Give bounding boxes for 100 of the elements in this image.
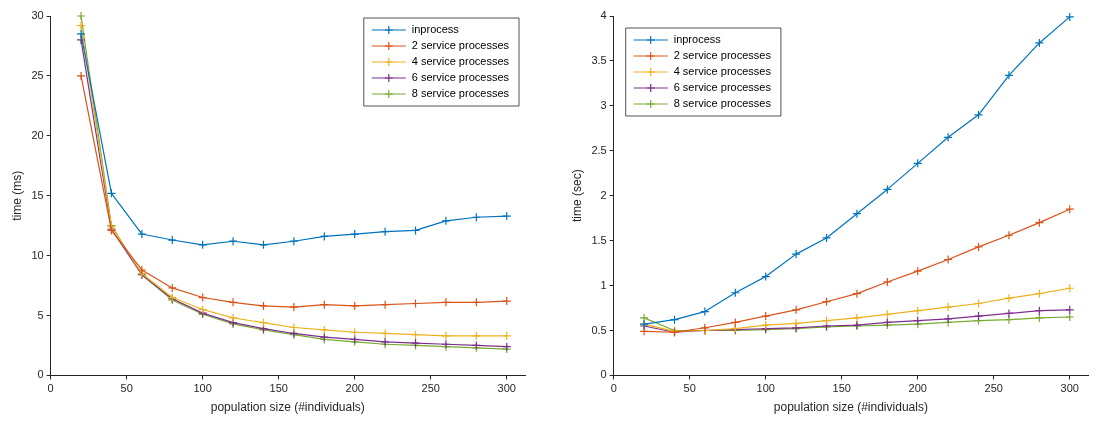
- x-axis-title: population size (#individuals): [773, 400, 928, 415]
- point: [1034, 313, 1044, 323]
- point: [1065, 12, 1075, 22]
- point: [137, 265, 147, 275]
- point: [502, 331, 512, 341]
- y-tick-label: 3: [600, 98, 607, 111]
- y-tick-label: 0: [600, 368, 607, 381]
- point: [852, 289, 862, 299]
- legend-label: 4 service processes: [411, 55, 510, 68]
- point: [258, 301, 269, 311]
- x-tick-label: 200: [345, 382, 364, 395]
- point: [441, 216, 451, 226]
- y-tick-label: 15: [31, 188, 44, 201]
- legend-label: 6 service processes: [411, 71, 510, 84]
- y-axis-title: time (ms): [9, 170, 24, 221]
- legend-label: inprocess: [673, 33, 722, 46]
- point: [137, 229, 147, 239]
- y-tick-label: 10: [31, 248, 44, 261]
- x-tick-label: 250: [984, 382, 1003, 395]
- legend-label: 8 service processes: [411, 87, 510, 100]
- y-tick-label: 0.5: [591, 323, 607, 336]
- x-tick-label: 0: [47, 382, 54, 395]
- point: [1004, 315, 1014, 325]
- point: [167, 283, 177, 293]
- point: [852, 313, 862, 323]
- point: [76, 71, 86, 81]
- point: [289, 302, 299, 312]
- point: [76, 29, 86, 39]
- x-tick-label: 50: [683, 382, 696, 395]
- x-axis-title: population size (#individuals): [210, 400, 365, 415]
- x-tick-label: 150: [269, 382, 288, 395]
- y-tick-label: 2: [600, 188, 607, 201]
- y-axis-title: time (sec): [569, 169, 584, 223]
- point: [441, 297, 451, 307]
- point: [943, 254, 953, 265]
- point: [289, 236, 299, 246]
- point: [639, 326, 649, 336]
- legend-label: 4 service processes: [673, 65, 772, 78]
- legend-label: 2 service processes: [411, 39, 510, 52]
- point: [441, 331, 451, 341]
- point: [380, 328, 390, 339]
- point: [502, 296, 512, 306]
- point: [791, 305, 801, 315]
- point: [973, 242, 984, 252]
- point: [1034, 38, 1044, 48]
- y-tick-label: 1: [600, 278, 607, 291]
- point: [973, 311, 984, 321]
- point: [1004, 308, 1014, 318]
- point: [943, 302, 953, 312]
- point: [76, 35, 86, 45]
- y-tick-label: 30: [31, 9, 44, 22]
- point: [1065, 312, 1075, 322]
- y-tick-label: 3.5: [591, 53, 607, 66]
- legend-label: inprocess: [411, 23, 460, 36]
- point: [1004, 70, 1014, 80]
- x-tick-label: 0: [610, 382, 617, 395]
- x-tick-label: 300: [1060, 382, 1079, 395]
- y-tick-label: 5: [37, 308, 44, 321]
- point: [821, 233, 832, 243]
- x-tick-label: 250: [421, 382, 440, 395]
- point: [882, 277, 892, 287]
- point: [943, 132, 953, 142]
- point: [350, 229, 360, 239]
- point: [350, 301, 360, 311]
- x-tick-label: 200: [908, 382, 927, 395]
- point: [289, 322, 299, 333]
- y-tick-label: 25: [31, 68, 44, 81]
- point: [791, 318, 801, 328]
- point: [228, 236, 238, 246]
- point: [380, 227, 390, 237]
- x-tick-label: 300: [497, 382, 516, 395]
- x-tick-label: 100: [193, 382, 212, 395]
- point: [167, 235, 177, 245]
- point: [700, 307, 710, 317]
- point: [76, 11, 86, 21]
- point: [76, 20, 86, 31]
- y-tick-label: 1.5: [591, 233, 607, 246]
- point: [380, 300, 390, 310]
- x-tick-label: 100: [756, 382, 775, 395]
- point: [791, 249, 801, 259]
- point: [639, 313, 649, 323]
- legend-label: 8 service processes: [673, 97, 772, 110]
- legend-label: 6 service processes: [673, 81, 772, 94]
- point: [228, 297, 238, 307]
- point: [228, 313, 238, 323]
- point: [319, 325, 329, 335]
- y-tick-label: 2.5: [591, 143, 607, 156]
- point: [1004, 293, 1014, 303]
- point: [1004, 230, 1014, 240]
- point: [502, 211, 512, 221]
- y-tick-label: 4: [600, 9, 607, 22]
- point: [761, 311, 771, 321]
- point: [761, 320, 771, 330]
- point: [471, 331, 481, 341]
- y-tick-label: 20: [31, 128, 44, 141]
- point: [852, 209, 862, 219]
- x-tick-label: 150: [832, 382, 851, 395]
- x-tick-label: 50: [120, 382, 133, 395]
- legend-label: 2 service processes: [673, 49, 772, 62]
- y-tick-label: 0: [37, 368, 44, 381]
